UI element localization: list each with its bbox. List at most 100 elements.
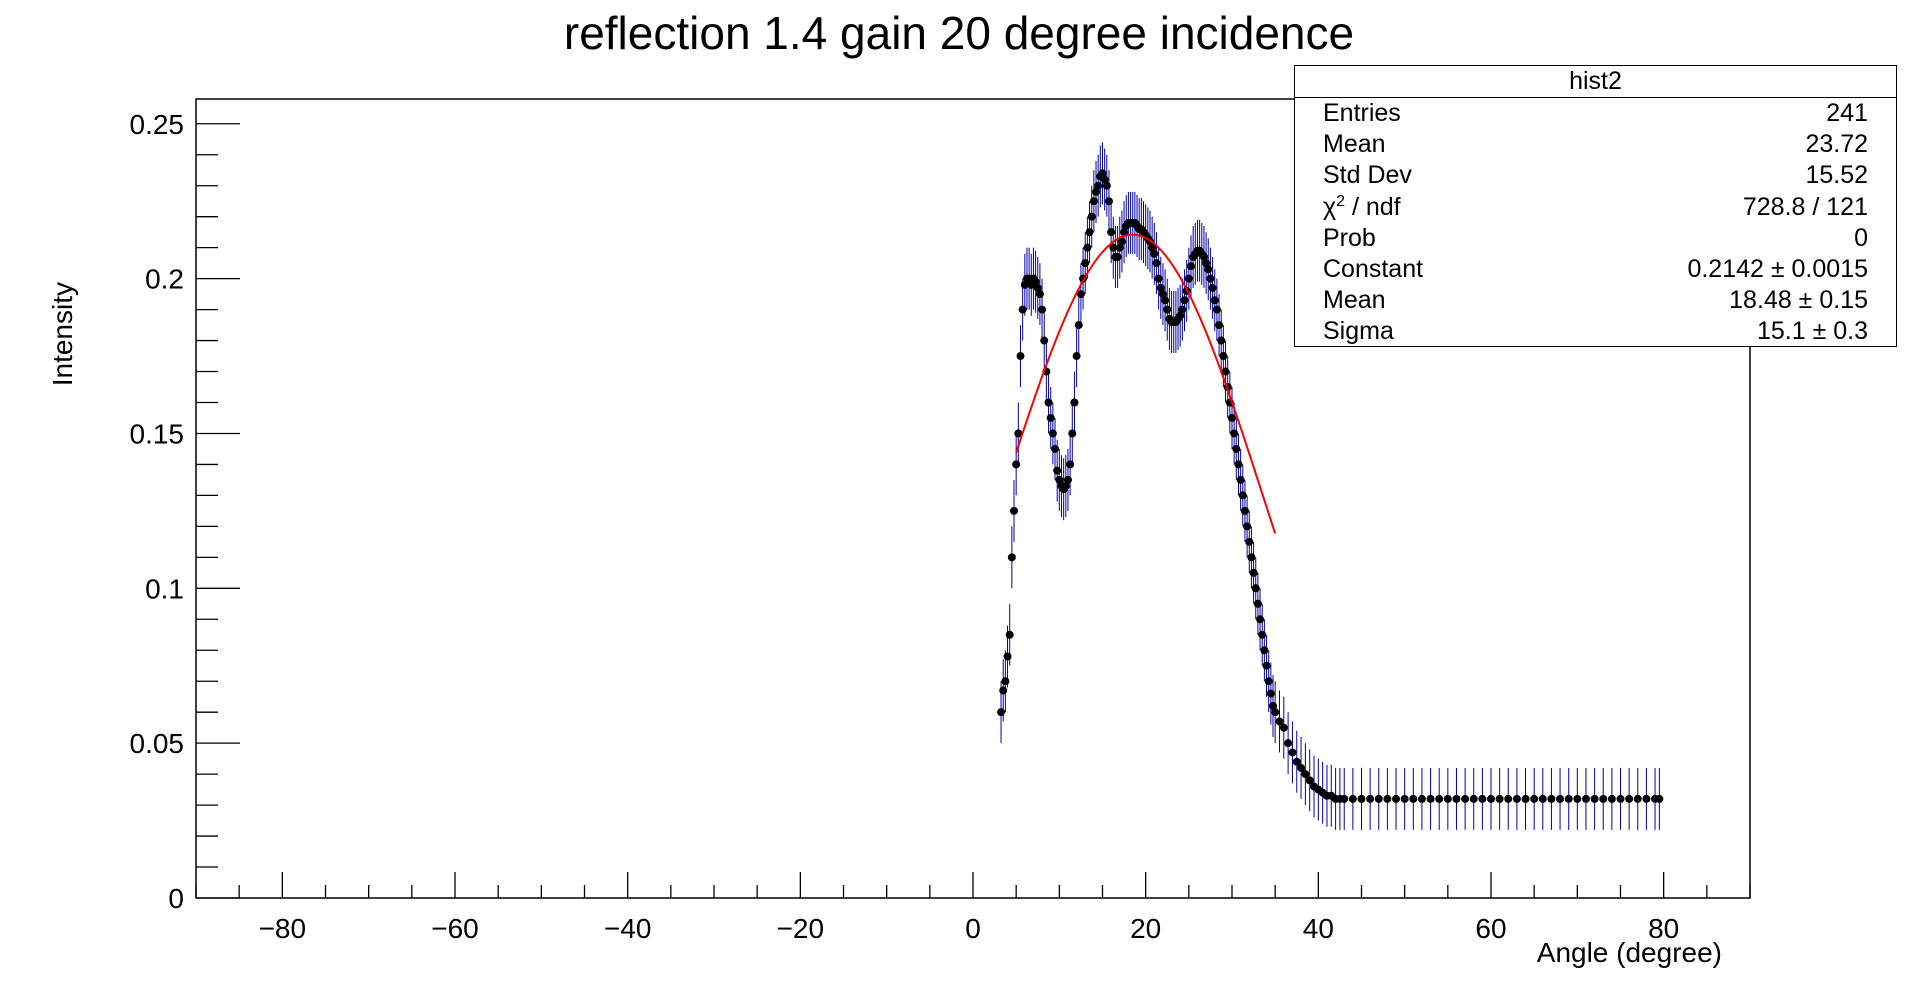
data-point: [1158, 290, 1167, 299]
data-point: [1113, 252, 1122, 261]
data-point: [1556, 794, 1565, 803]
data-point: [1275, 717, 1284, 726]
data-point: [1504, 794, 1513, 803]
data-point: [1104, 197, 1113, 206]
data-point: [1232, 444, 1241, 453]
data-point: [1085, 228, 1094, 237]
data-point: [1264, 677, 1273, 686]
gaussian-fit-curve: [1015, 233, 1277, 534]
data-point: [1392, 794, 1401, 803]
data-point: [1512, 794, 1521, 803]
data-point: [1581, 794, 1590, 803]
data-point: [1102, 181, 1111, 190]
data-point: [1033, 283, 1042, 292]
data-point: [1297, 763, 1306, 772]
stats-value: 241: [1826, 99, 1868, 127]
data-point: [1217, 336, 1226, 345]
data-point: [1245, 537, 1254, 546]
chart-title: reflection 1.4 gain 20 degree incidence: [563, 7, 1355, 59]
stats-name: hist2: [1295, 66, 1896, 98]
data-point: [1046, 413, 1055, 422]
data-point: [1219, 352, 1228, 361]
data-point: [999, 686, 1008, 695]
data-point: [1051, 444, 1060, 453]
axes: −80 −60 −40 −20 0 20 40 60 80 0 0.05 0.1 0.15 0.2 0.25: [130, 109, 1751, 944]
stats-value: 0: [1854, 223, 1868, 252]
data-point: [1271, 708, 1280, 717]
x-tick-label: −20: [777, 913, 825, 944]
y-tick-label: 0.2: [145, 264, 184, 295]
data-point: [1031, 277, 1040, 286]
chi-superscript: 2: [1336, 192, 1346, 210]
data-point: [1573, 794, 1582, 803]
x-tick-label: 60: [1475, 913, 1506, 944]
x-tick-label: −80: [259, 913, 307, 944]
x-tick-label: −40: [604, 913, 652, 944]
data-point: [1435, 794, 1444, 803]
data-point: [1007, 553, 1016, 562]
stats-key: Entries: [1323, 99, 1401, 127]
y-tick-label: 0.05: [130, 728, 185, 759]
stats-row: χ2 / ndf 728.8 / 121: [1295, 192, 1896, 223]
data-point: [1357, 794, 1366, 803]
data-point: [1599, 794, 1608, 803]
data-point: [1348, 794, 1357, 803]
data-point: [1495, 794, 1504, 803]
data-point: [1284, 739, 1293, 748]
stats-key: Mean: [1323, 286, 1386, 315]
data-point: [1055, 475, 1064, 484]
data-point: [1053, 466, 1062, 475]
data-point: [1383, 794, 1392, 803]
data-point: [1156, 283, 1165, 292]
y-tick-label: 0: [168, 883, 184, 914]
x-tick-label: 20: [1130, 913, 1161, 944]
data-point: [1154, 274, 1163, 283]
data-point: [1538, 794, 1547, 803]
x-tick-label: −60: [431, 913, 479, 944]
data-point: [1094, 181, 1103, 190]
chi-symbol: χ: [1323, 192, 1337, 221]
data-point: [1443, 794, 1452, 803]
data-point: [1038, 305, 1047, 314]
data-point: [1074, 321, 1083, 330]
y-tick-label: 0.25: [130, 109, 185, 140]
data-point: [1426, 794, 1435, 803]
data-point: [1066, 460, 1075, 469]
data-point: [1251, 584, 1260, 593]
data-point: [1262, 661, 1271, 670]
data-point: [1642, 794, 1651, 803]
data-point: [1076, 290, 1085, 299]
y-tick-label: 0.1: [145, 573, 184, 604]
data-point: [1202, 259, 1211, 268]
data-point: [1061, 482, 1070, 491]
data-point: [1374, 794, 1383, 803]
data-point: [1176, 311, 1185, 320]
data-point: [1288, 748, 1297, 757]
stats-row: Mean 18.48 ± 0.15: [1295, 285, 1896, 316]
data-point: [1258, 630, 1267, 639]
data-point: [1478, 794, 1487, 803]
stats-key: Prob: [1323, 223, 1376, 252]
data-point: [1230, 429, 1239, 438]
data-point: [1001, 677, 1010, 686]
data-point: [1092, 187, 1101, 196]
data-point: [1109, 243, 1118, 252]
data-point: [1260, 646, 1269, 655]
data-point: [1625, 794, 1634, 803]
data-point: [1040, 336, 1049, 345]
data-point: [1005, 630, 1014, 639]
stats-value: 15.1 ± 0.3: [1756, 317, 1868, 346]
data-point: [1607, 794, 1616, 803]
data-point: [997, 708, 1006, 717]
x-axis-label: Angle (degree): [1537, 937, 1722, 968]
data-point: [1253, 599, 1262, 608]
stats-key: χ2 / ndf: [1323, 192, 1401, 223]
x-tick-label: 80: [1648, 913, 1679, 944]
data-point: [1633, 794, 1642, 803]
data-point: [1340, 794, 1349, 803]
data-point: [1152, 259, 1161, 268]
y-axis-label: Intensity: [47, 282, 78, 386]
data-point: [1564, 794, 1573, 803]
y-tick-label: 0.15: [130, 418, 185, 449]
